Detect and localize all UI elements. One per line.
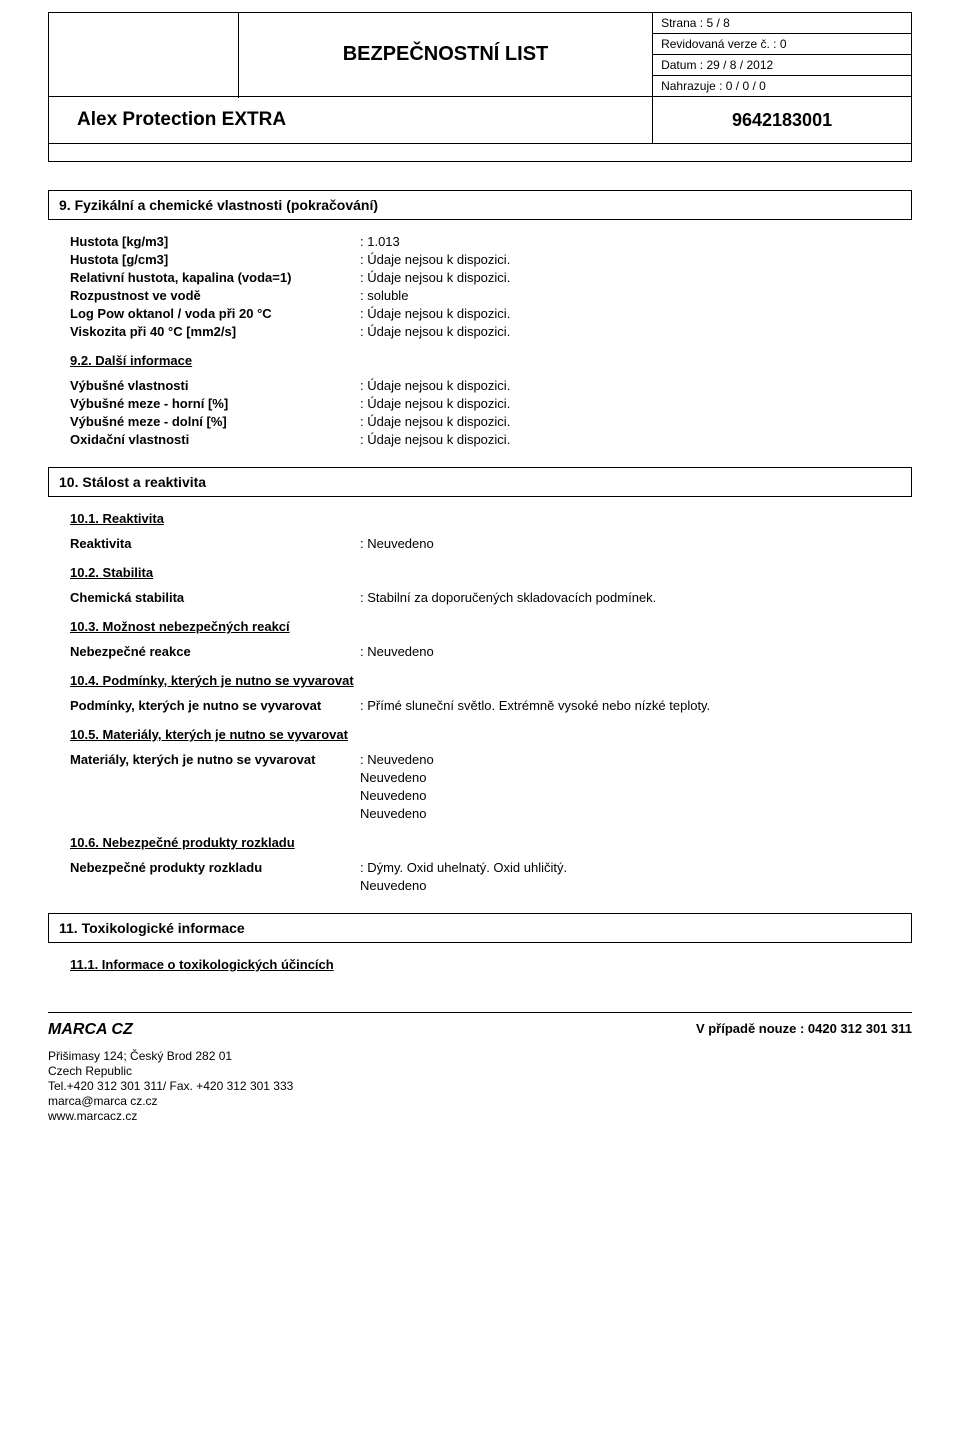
section-11-title: 11. Toxikologické informace [48, 913, 912, 943]
sub-11-1: 11.1. Informace o toxikologických účincí… [70, 957, 912, 972]
kv-label: Výbušné meze - dolní [%] [70, 414, 360, 429]
sub-10-5: 10.5. Materiály, kterých je nutno se vyv… [70, 727, 912, 742]
replaces: Nahrazuje : 0 / 0 / 0 [653, 76, 911, 97]
sub-9-2: 9.2. Další informace [70, 353, 912, 368]
kv-value: : Neuvedeno [360, 644, 912, 659]
sub-10-4: 10.4. Podmínky, kterých je nutno se vyva… [70, 673, 912, 688]
footer-email: marca@marca cz.cz [48, 1094, 912, 1108]
kv-value: : Údaje nejsou k dispozici. [360, 378, 912, 393]
kv-value: Neuvedeno [360, 878, 912, 893]
kv-label: Výbušné meze - horní [%] [70, 396, 360, 411]
product-name: Alex Protection EXTRA [49, 97, 653, 144]
kv-value: : Údaje nejsou k dispozici. [360, 432, 912, 447]
section-9-content: Hustota [kg/m3]: 1.013 Hustota [g/cm3]: … [48, 234, 912, 447]
doc-title: BEZPEČNOSTNÍ LIST [343, 43, 549, 65]
section-10-content: 10.1. Reaktivita Reaktivita: Neuvedeno 1… [48, 511, 912, 893]
footer-addr2: Czech Republic [48, 1064, 912, 1078]
section-10-title: 10. Stálost a reaktivita [48, 467, 912, 497]
kv-label [70, 770, 360, 785]
page-footer: MARCA CZ V případě nouze : 0420 312 301 … [48, 1012, 912, 1123]
section-9-title: 9. Fyzikální a chemické vlastnosti (pokr… [48, 190, 912, 220]
kv-label: Log Pow oktanol / voda při 20 °C [70, 306, 360, 321]
kv-value: Neuvedeno [360, 770, 912, 785]
kv-label [70, 878, 360, 893]
kv-label: Podmínky, kterých je nutno se vyvarovat [70, 698, 360, 713]
kv-value: : Údaje nejsou k dispozici. [360, 306, 912, 321]
spacer [49, 144, 912, 162]
kv-label: Hustota [g/cm3] [70, 252, 360, 267]
kv-value: : Údaje nejsou k dispozici. [360, 324, 912, 339]
kv-label: Nebezpečné reakce [70, 644, 360, 659]
kv-value: : Údaje nejsou k dispozici. [360, 414, 912, 429]
date: Datum : 29 / 8 / 2012 [653, 55, 911, 76]
sub-10-2: 10.2. Stabilita [70, 565, 912, 580]
kv-label: Materiály, kterých je nutno se vyvarovat [70, 752, 360, 767]
page-number: Strana : 5 / 8 [653, 13, 911, 34]
kv-label: Výbušné vlastnosti [70, 378, 360, 393]
kv-label [70, 788, 360, 803]
sub-10-3: 10.3. Možnost nebezpečných reakcí [70, 619, 912, 634]
product-code: 9642183001 [653, 97, 912, 144]
section-11-content: 11.1. Informace o toxikologických účincí… [48, 957, 912, 972]
kv-value: : Přímé sluneční světlo. Extrémně vysoké… [360, 698, 912, 713]
kv-value: : soluble [360, 288, 912, 303]
kv-label: Reaktivita [70, 536, 360, 551]
kv-label: Relativní hustota, kapalina (voda=1) [70, 270, 360, 285]
kv-value: : 1.013 [360, 234, 912, 249]
sub-10-6: 10.6. Nebezpečné produkty rozkladu [70, 835, 912, 850]
footer-company: MARCA CZ [48, 1021, 133, 1039]
kv-value: : Neuvedeno [360, 752, 912, 767]
meta-cell: Strana : 5 / 8 Revidovaná verze č. : 0 D… [653, 13, 912, 97]
revision: Revidovaná verze č. : 0 [653, 34, 911, 55]
kv-value: : Neuvedeno [360, 536, 912, 551]
kv-value: : Údaje nejsou k dispozici. [360, 252, 912, 267]
kv-label: Oxidační vlastnosti [70, 432, 360, 447]
footer-tel: Tel.+420 312 301 311/ Fax. +420 312 301 … [48, 1079, 912, 1093]
footer-addr1: Přišimasy 124; Český Brod 282 01 [48, 1049, 912, 1063]
kv-value: Neuvedeno [360, 806, 912, 821]
kv-value: : Údaje nejsou k dispozici. [360, 270, 912, 285]
logo-cell [49, 13, 239, 97]
kv-label: Rozpustnost ve vodě [70, 288, 360, 303]
document-header: BEZPEČNOSTNÍ LIST Strana : 5 / 8 Revidov… [48, 12, 912, 162]
kv-label: Viskozita při 40 °C [mm2/s] [70, 324, 360, 339]
kv-value: : Dýmy. Oxid uhelnatý. Oxid uhličitý. [360, 860, 912, 875]
kv-label: Nebezpečné produkty rozkladu [70, 860, 360, 875]
kv-label: Chemická stabilita [70, 590, 360, 605]
kv-label [70, 806, 360, 821]
sub-10-1: 10.1. Reaktivita [70, 511, 912, 526]
doc-title-cell: BEZPEČNOSTNÍ LIST [238, 13, 652, 97]
kv-value: Neuvedeno [360, 788, 912, 803]
kv-value: : Stabilní za doporučených skladovacích … [360, 590, 912, 605]
footer-web: www.marcacz.cz [48, 1109, 912, 1123]
footer-emergency: V případě nouze : 0420 312 301 311 [696, 1021, 912, 1039]
kv-label: Hustota [kg/m3] [70, 234, 360, 249]
kv-value: : Údaje nejsou k dispozici. [360, 396, 912, 411]
